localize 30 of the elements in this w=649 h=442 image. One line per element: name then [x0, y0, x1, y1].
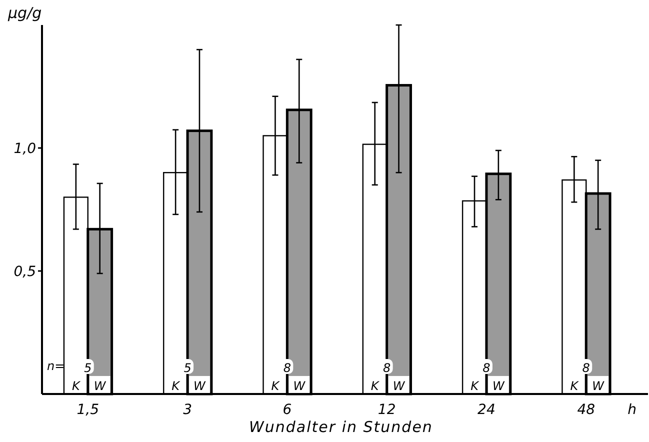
text: K [370, 379, 379, 393]
series-label: K [72, 379, 81, 393]
annotation: 5 [84, 361, 92, 375]
text: K [570, 379, 578, 393]
annotation: 8 [383, 361, 392, 375]
text: W [592, 379, 604, 393]
x-tick-label: 3 [183, 402, 192, 418]
x-tick-label: 6 [282, 402, 292, 418]
text: W [492, 379, 504, 393]
annotation: 8 [283, 361, 292, 375]
text: K [470, 379, 478, 393]
x-tick-label: 1,5 [76, 402, 100, 418]
annotation: 8 [482, 361, 491, 375]
x-axis-title: Wundalter in Stunden [249, 418, 433, 436]
x-tick-label: 48 [577, 402, 596, 418]
text: W [293, 379, 306, 393]
y-tick-label: 0,5 [14, 264, 36, 280]
y-axis-title: μg/g [7, 4, 42, 22]
text: K [271, 379, 280, 393]
x-tick-label: 12 [378, 402, 396, 418]
text: W [194, 379, 206, 393]
annotation: 5 [184, 361, 192, 375]
text: W [392, 379, 405, 393]
annotation: n= [47, 359, 65, 373]
y-tick-label: 1,0 [14, 141, 36, 157]
text: K [172, 379, 180, 393]
text: h [628, 402, 636, 418]
x-tick-label: 24 [478, 402, 496, 418]
annotation: 8 [582, 361, 590, 375]
series-label: W [94, 379, 107, 393]
